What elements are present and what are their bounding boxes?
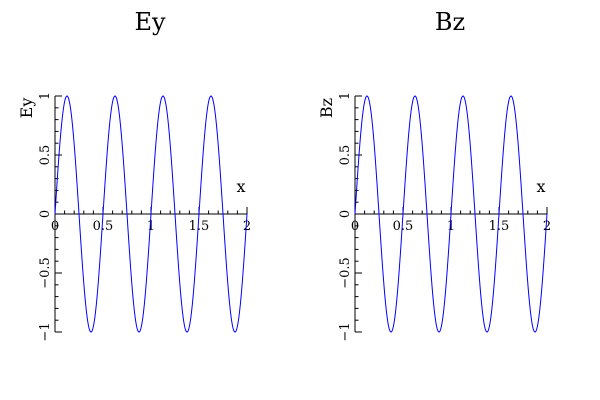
y-tick-label: 0.5: [338, 145, 353, 166]
series-line: [354, 95, 548, 333]
y-tick-label: 0.5: [38, 145, 53, 166]
chart-title: Ey: [134, 8, 166, 36]
x-tick-label: 1.5: [189, 219, 210, 234]
plot-area: −1 −0.5 0 0.5 1 0 0.5 1 1.5 2: [338, 92, 551, 342]
x-tick-label: 0.5: [393, 219, 414, 234]
x-tick-label: 2: [243, 219, 251, 234]
y-tick-label: 0: [38, 210, 53, 218]
x-tick-label: 0: [351, 219, 359, 234]
y-axis-label: Ey: [17, 98, 36, 119]
x-tick-label: 1: [147, 219, 155, 234]
y-tick-label: −0.5: [338, 257, 353, 289]
y-tick-label: 1: [38, 92, 53, 100]
y-tick-label: −1: [338, 322, 353, 341]
x-axis-label: x: [236, 177, 245, 196]
x-tick-label: 1.5: [489, 219, 510, 234]
y-tick-label: −1: [38, 322, 53, 341]
x-tick-label: 0.5: [93, 219, 114, 234]
x-tick-label: 2: [543, 219, 551, 234]
y-tick-label: 1: [338, 92, 353, 100]
plot-area: −1 −0.5 0 0.5 1 0 0.5 1 1.5 2: [38, 92, 251, 342]
y-tick-label: −0.5: [38, 257, 53, 289]
y-tick-label: 0: [338, 210, 353, 218]
chart-title: Bz: [435, 8, 465, 36]
x-tick-label: 0: [51, 219, 59, 234]
y-axis-label: Bz: [317, 98, 336, 118]
panel-bz: Bz x Bz −1 −0.5 0 0.5 1 0 0.5 1 1.5 2: [317, 8, 551, 342]
x-axis-label: x: [536, 177, 545, 196]
x-tick-label: 1: [447, 219, 455, 234]
series-line: [54, 95, 248, 333]
panel-ey: Ey x Ey −1 −0.5 0 0.5 1 0 0.5 1 1.5 2: [17, 8, 251, 342]
